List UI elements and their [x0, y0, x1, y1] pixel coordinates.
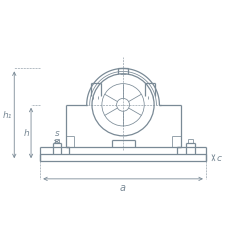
Text: h: h: [23, 129, 29, 138]
Text: a: a: [120, 182, 125, 192]
Text: s: s: [54, 128, 59, 137]
Text: c: c: [216, 153, 221, 163]
Text: h₁: h₁: [3, 111, 12, 120]
